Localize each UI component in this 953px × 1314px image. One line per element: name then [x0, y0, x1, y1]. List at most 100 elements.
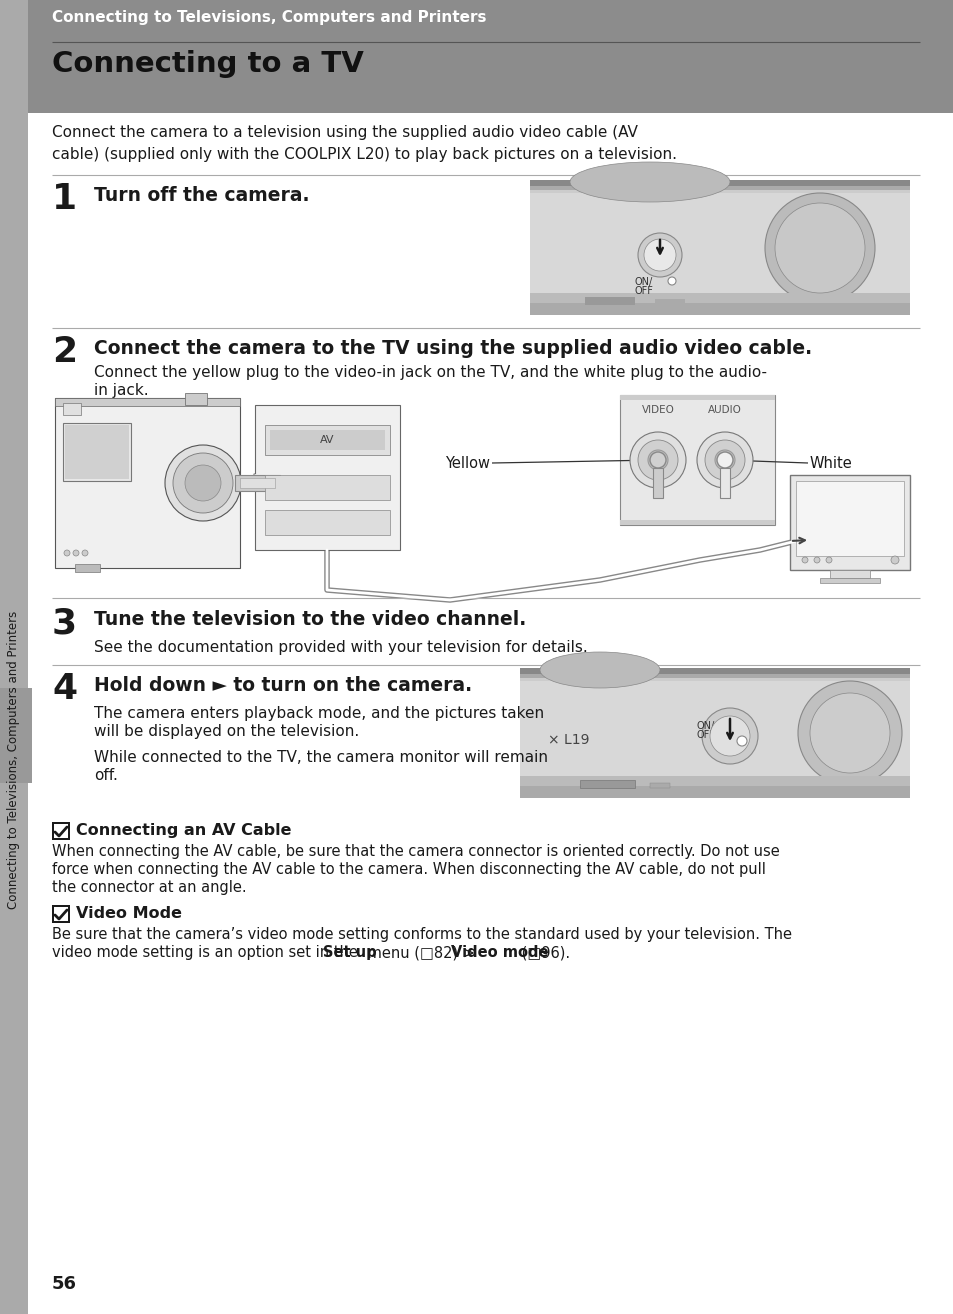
Bar: [63, 423, 131, 481]
Text: 2: 2: [52, 335, 77, 369]
Bar: [820, 578, 879, 583]
Bar: [0, 689, 32, 783]
Text: the connector at an angle.: the connector at an angle.: [52, 880, 247, 895]
Text: video mode setting is an option set in the: video mode setting is an option set in t…: [52, 945, 362, 961]
Text: cable) (supplied only with the COOLPIX L20) to play back pictures on a televisio: cable) (supplied only with the COOLPIX L…: [52, 147, 677, 162]
Bar: [265, 510, 390, 535]
Bar: [519, 678, 909, 681]
Text: ON/: ON/: [635, 277, 653, 286]
Bar: [579, 781, 635, 788]
Text: See the documentation provided with your television for details.: See the documentation provided with your…: [94, 640, 587, 654]
Bar: [65, 424, 129, 480]
Circle shape: [649, 452, 665, 468]
Bar: [265, 424, 390, 455]
Bar: [254, 405, 399, 551]
Text: OFF: OFF: [697, 731, 715, 740]
Circle shape: [737, 736, 746, 746]
Bar: [55, 398, 240, 406]
Text: Set up: Set up: [322, 945, 376, 961]
Circle shape: [165, 445, 241, 520]
Bar: [240, 478, 274, 487]
Text: force when connecting the AV cable to the camera. When disconnecting the AV cabl: force when connecting the AV cable to th…: [52, 862, 765, 876]
Bar: [829, 570, 869, 578]
Bar: [720, 468, 729, 498]
Bar: [75, 564, 100, 572]
Text: will be displayed on the television.: will be displayed on the television.: [94, 724, 359, 738]
Circle shape: [629, 432, 685, 487]
Bar: [619, 520, 774, 526]
Text: AUDIO: AUDIO: [707, 405, 741, 415]
Ellipse shape: [569, 162, 729, 202]
Bar: [519, 668, 909, 674]
Circle shape: [764, 193, 874, 304]
Text: Connect the yellow plug to the video-in jack on the TV, and the white plug to th: Connect the yellow plug to the video-in …: [94, 365, 766, 380]
Circle shape: [701, 708, 758, 763]
Circle shape: [714, 449, 734, 470]
Bar: [789, 474, 909, 570]
Circle shape: [825, 557, 831, 562]
Text: Connecting to Televisions, Computers and Printers: Connecting to Televisions, Computers and…: [52, 11, 486, 25]
Text: 1: 1: [52, 183, 77, 215]
Text: White: White: [809, 456, 852, 470]
Circle shape: [801, 557, 807, 562]
Circle shape: [890, 556, 898, 564]
Bar: [54, 824, 68, 838]
Circle shape: [185, 465, 221, 501]
Text: Be sure that the camera’s video mode setting conforms to the standard used by yo: Be sure that the camera’s video mode set…: [52, 926, 791, 942]
Text: Video mode: Video mode: [451, 945, 548, 961]
Circle shape: [647, 449, 667, 470]
Text: While connected to the TV, the camera monitor will remain: While connected to the TV, the camera mo…: [94, 750, 547, 765]
Text: Connecting to Televisions, Computers and Printers: Connecting to Televisions, Computers and…: [8, 611, 20, 909]
Bar: [52, 823, 70, 840]
Text: Connect the camera to the TV using the supplied audio video cable.: Connect the camera to the TV using the s…: [94, 339, 811, 357]
Circle shape: [667, 277, 676, 285]
Circle shape: [797, 681, 901, 784]
Bar: [265, 474, 390, 501]
Text: Turn off the camera.: Turn off the camera.: [94, 187, 309, 205]
Bar: [55, 398, 240, 568]
Text: × L19: × L19: [547, 733, 589, 746]
Bar: [795, 481, 903, 556]
Text: Connect the camera to a television using the supplied audio video cable (AV: Connect the camera to a television using…: [52, 125, 638, 141]
Text: off.: off.: [94, 767, 118, 783]
Text: menu (□82) >: menu (□82) >: [362, 945, 478, 961]
Text: OFF: OFF: [635, 286, 653, 296]
Bar: [234, 474, 280, 491]
Bar: [52, 905, 70, 922]
Text: (□96).: (□96).: [517, 945, 570, 961]
Text: 4: 4: [52, 671, 77, 706]
Bar: [54, 907, 68, 921]
Bar: [519, 777, 909, 786]
Text: Tune the television to the video channel.: Tune the television to the video channel…: [94, 610, 526, 629]
Bar: [530, 191, 909, 193]
Circle shape: [172, 453, 233, 512]
Bar: [652, 468, 662, 498]
Text: Connecting an AV Cable: Connecting an AV Cable: [76, 823, 292, 838]
Circle shape: [638, 440, 678, 480]
Bar: [530, 187, 909, 191]
Circle shape: [813, 557, 820, 562]
Bar: [619, 396, 774, 399]
Bar: [270, 430, 385, 449]
Text: in jack.: in jack.: [94, 382, 149, 398]
Circle shape: [643, 239, 676, 271]
Text: 56: 56: [52, 1275, 77, 1293]
Bar: [185, 393, 207, 405]
Bar: [530, 293, 909, 304]
Circle shape: [774, 202, 864, 293]
Bar: [519, 786, 909, 798]
Circle shape: [717, 452, 732, 468]
Text: Connecting to a TV: Connecting to a TV: [52, 50, 363, 78]
Text: AV: AV: [319, 435, 334, 445]
Bar: [530, 180, 909, 187]
Bar: [0, 0, 953, 113]
Circle shape: [64, 551, 70, 556]
Bar: [519, 668, 909, 798]
Text: VIDEO: VIDEO: [640, 405, 674, 415]
Circle shape: [638, 233, 681, 277]
Bar: [519, 674, 909, 678]
Circle shape: [697, 432, 752, 487]
Bar: [530, 180, 909, 315]
Bar: [649, 783, 669, 788]
Circle shape: [809, 692, 889, 773]
